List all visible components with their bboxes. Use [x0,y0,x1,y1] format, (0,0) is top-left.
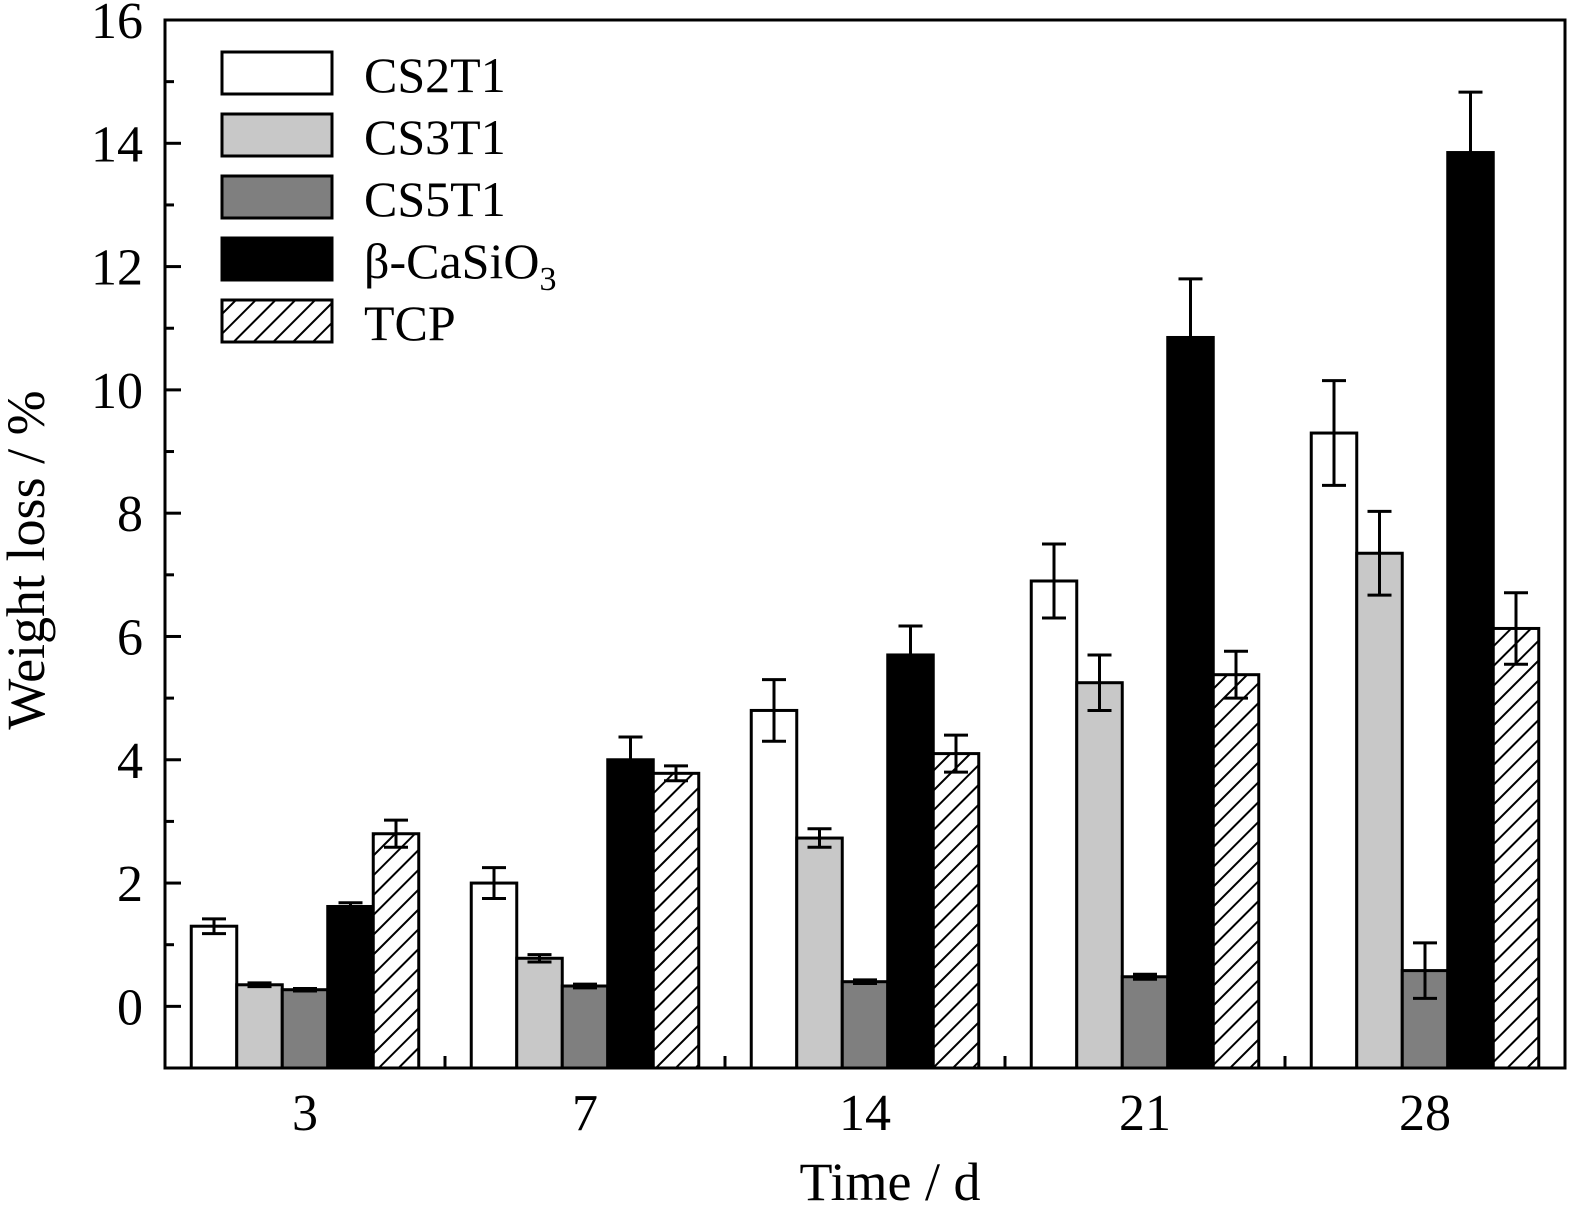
legend-swatch [220,174,334,220]
x-tick-label-28: 28 [1399,1085,1451,1142]
bar-tcp-day-28 [1491,626,1541,1070]
bar-cs2t1-day-7 [469,881,519,1070]
error-bar-cs3t1-day-3 [247,981,272,989]
error-bar-cs2t1-day-28 [1322,379,1346,487]
legend-entry-tcp: TCP [220,295,456,351]
y-tick-label: 14 [91,116,143,173]
bar-cs5t1-day-7 [560,984,610,1070]
y-tick-label: 8 [117,486,143,543]
bar-cs5t1-day-14 [840,980,890,1070]
bar-casio-day-3 [326,904,375,1070]
legend-label: CS3T1 [364,109,506,165]
y-tick-label: 0 [117,979,143,1036]
legend-swatch [220,112,334,158]
error-bar-cs2t1-day-21 [1042,542,1066,620]
legend-entry-casio: β-CaSiO3 [220,233,556,298]
plot-frame [163,18,1567,1070]
error-bar-cs5t1-day-21 [1133,972,1157,981]
bar-cs3t1-day-14 [795,836,844,1070]
bar-cs3t1-day-3 [235,983,284,1070]
error-bar-cs2t1-day-3 [202,917,226,936]
error-bar-cs5t1-day-3 [293,986,317,993]
bar-casio-day-7 [606,758,655,1070]
plot-area: 0 2 4 6 8 10 12 14 16 3 7 14 21 28 [91,0,1567,1142]
bar-cs2t1-day-28 [1309,431,1359,1070]
legend-swatch [220,236,334,282]
error-bar-casio-day-21 [1178,277,1203,398]
bar-tcp-day-14 [931,752,981,1070]
bar-cs2t1-day-21 [1029,579,1079,1070]
x-tick-label-7: 7 [572,1085,598,1142]
error-bar-casio-day-3 [338,901,363,912]
legend-swatch [220,50,334,96]
y-tick-labels: 0 2 4 6 8 10 12 14 16 [91,0,143,1036]
bars [189,151,1541,1070]
y-axis-title: Weight loss / % [0,390,56,729]
x-tick-label-21: 21 [1119,1085,1171,1142]
error-bar-cs5t1-day-7 [573,982,597,990]
error-bar-cs2t1-day-7 [482,866,506,900]
error-bar-cs3t1-day-14 [807,827,832,849]
legend-label: CS5T1 [364,171,506,227]
error-bar-cs5t1-day-28 [1413,941,1437,1000]
axes [163,18,1567,1070]
error-bars [202,90,1528,1000]
error-bar-casio-day-28 [1458,90,1483,215]
legend-label: CS2T1 [364,47,506,103]
bar-cs3t1-day-7 [515,956,564,1070]
legend-entry-cs3t1: CS3T1 [220,109,506,165]
legend-entry-cs5t1: CS5T1 [220,171,506,227]
error-bar-cs3t1-day-21 [1087,653,1112,712]
y-tick-label: 6 [117,609,143,666]
bar-tcp-day-3 [371,832,421,1070]
error-bar-cs2t1-day-14 [762,678,786,743]
legend-label: TCP [364,295,456,351]
y-tick-label: 4 [117,733,143,790]
bar-cs3t1-day-28 [1355,551,1404,1070]
error-bar-tcp-day-28 [1504,591,1528,666]
bar-cs5t1-day-21 [1120,975,1170,1070]
error-bar-cs3t1-day-28 [1367,509,1392,597]
y-tick-label: 10 [91,363,143,420]
error-bar-tcp-day-7 [664,764,688,783]
x-tick-labels: 3 7 14 21 28 [292,1085,1451,1142]
x-tick-label-14: 14 [839,1085,891,1142]
error-bar-casio-day-14 [898,624,923,686]
error-bar-tcp-day-14 [944,733,968,774]
bar-casio-day-14 [886,653,935,1070]
legend-entry-cs2t1: CS2T1 [220,47,506,103]
bar-casio-day-21 [1166,335,1215,1070]
error-bar-casio-day-7 [618,735,643,785]
bar-cs2t1-day-14 [749,708,799,1070]
y-tick-label: 12 [91,240,143,297]
bar-cs5t1-day-3 [280,988,330,1070]
x-tick-label-3: 3 [292,1085,318,1142]
error-bar-cs3t1-day-7 [527,953,552,964]
legend-swatch [220,298,334,344]
bar-casio-day-28 [1446,151,1495,1070]
error-bar-tcp-day-21 [1224,649,1248,700]
x-axis-title: Time / d [799,1152,980,1212]
bar-cs3t1-day-21 [1075,681,1124,1070]
bar-tcp-day-7 [651,771,701,1070]
bar-cs2t1-day-3 [189,924,239,1070]
y-tick-label: 2 [117,856,143,913]
error-bar-cs5t1-day-14 [853,978,877,986]
bar-tcp-day-21 [1211,673,1261,1070]
error-bar-tcp-day-3 [384,818,408,849]
legend-label: β-CaSiO3 [364,233,556,298]
y-tick-label: 16 [91,0,143,50]
